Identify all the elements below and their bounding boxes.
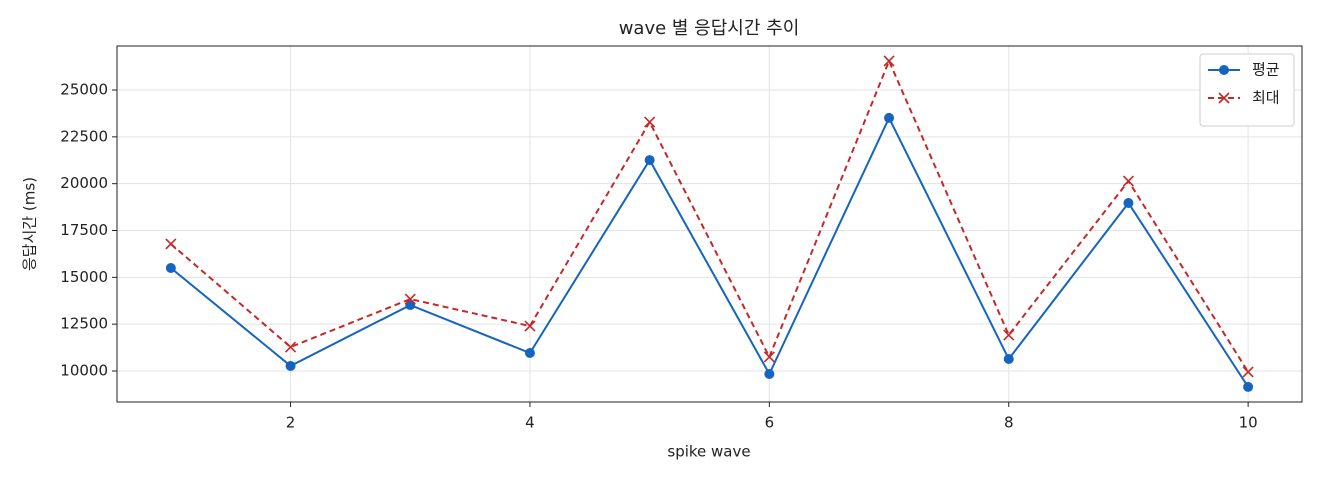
marker xyxy=(284,341,297,353)
marker xyxy=(644,155,655,166)
x-tick-label: 4 xyxy=(525,414,535,432)
marker xyxy=(1122,175,1135,187)
y-tick-label: 20000 xyxy=(60,174,108,192)
y-tick-label: 10000 xyxy=(60,361,108,379)
marker xyxy=(524,320,536,332)
marker xyxy=(1219,65,1229,75)
marker xyxy=(285,360,296,371)
x-tick-label: 10 xyxy=(1239,414,1258,432)
marker xyxy=(1218,92,1230,104)
marker xyxy=(165,262,176,273)
series-line xyxy=(170,58,1249,373)
legend-label: 최대 xyxy=(1252,89,1280,107)
marker xyxy=(524,348,535,359)
x-tick-label: 6 xyxy=(765,414,775,432)
legend-label: 평균 xyxy=(1252,61,1280,79)
marker xyxy=(763,351,775,363)
y-tick-label: 17500 xyxy=(60,221,108,239)
y-tick-label: 12500 xyxy=(60,315,108,333)
marker xyxy=(1003,329,1015,341)
series-line xyxy=(170,115,1249,388)
marker xyxy=(165,238,177,250)
y-tick-label: 15000 xyxy=(60,268,108,286)
x-tick-label: 2 xyxy=(286,414,296,432)
marker xyxy=(884,112,895,123)
y-tick-label: 22500 xyxy=(60,127,108,145)
marker xyxy=(1123,197,1134,208)
marker xyxy=(404,293,416,305)
marker xyxy=(1242,366,1254,378)
chart-title: wave 별 응답시간 추이 xyxy=(619,18,800,39)
marker xyxy=(1003,354,1014,365)
x-tick-label: 8 xyxy=(1004,414,1014,432)
y-axis-label: 응답시간 (ms) xyxy=(21,177,39,271)
marker xyxy=(1243,381,1254,392)
marker xyxy=(883,55,895,67)
x-axis-label: spike wave xyxy=(667,443,750,461)
legend-box xyxy=(1199,53,1295,127)
marker xyxy=(764,368,775,379)
y-tick-label: 25000 xyxy=(60,81,108,99)
plot-frame xyxy=(116,45,1303,403)
marker xyxy=(644,116,656,128)
